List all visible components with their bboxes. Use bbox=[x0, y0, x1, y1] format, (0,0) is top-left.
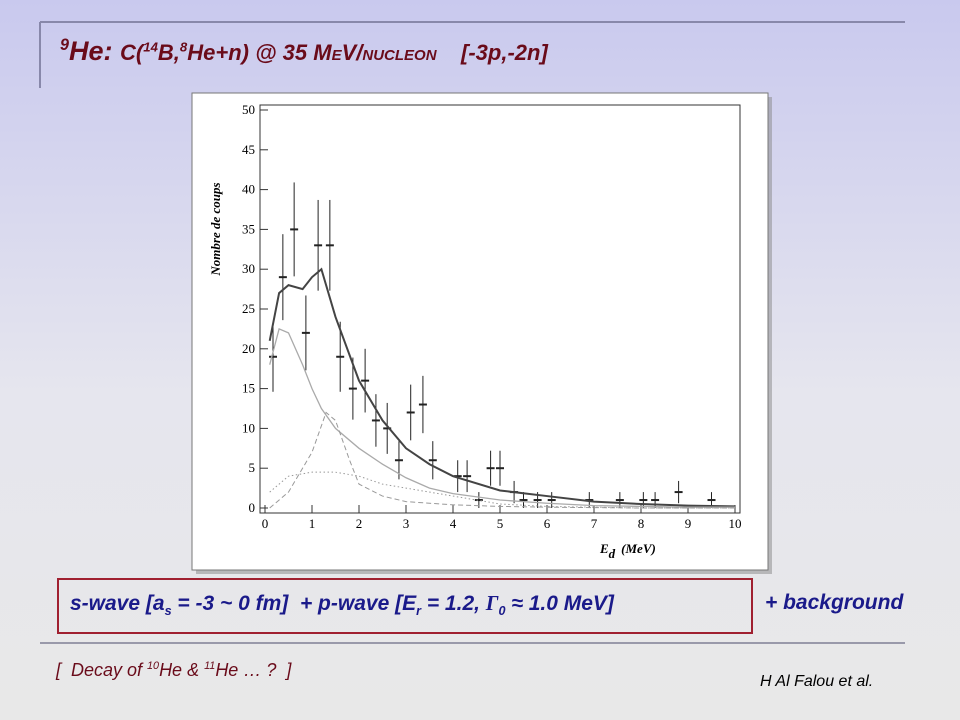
text: He: bbox=[69, 36, 121, 66]
text: He+n) @ 35 bbox=[187, 40, 314, 65]
text: r bbox=[416, 604, 421, 619]
x-tick-label: 5 bbox=[497, 516, 504, 531]
title: 9He: C(14B,8He+n) @ 35 MeV/nucleon [-3p,… bbox=[60, 36, 548, 67]
y-tick-label: 25 bbox=[242, 301, 255, 316]
text: [-3p,-2n] bbox=[461, 40, 548, 65]
x-tick-label: 2 bbox=[356, 516, 363, 531]
y-tick-label: 35 bbox=[242, 221, 255, 236]
text: Γ bbox=[485, 591, 499, 615]
x-tick-label: 3 bbox=[403, 516, 410, 531]
x-tick-label: 9 bbox=[685, 516, 692, 531]
text: 14 bbox=[143, 39, 158, 55]
x-tick-label: 8 bbox=[638, 516, 645, 531]
text: 10 bbox=[147, 660, 160, 672]
x-tick-label: 7 bbox=[591, 516, 598, 531]
y-tick-label: 30 bbox=[242, 261, 255, 276]
text: [ Decay of bbox=[56, 660, 148, 680]
model-text: s-wave [as = -3 ~ 0 fm] + p-wave [Er = 1… bbox=[70, 591, 614, 618]
x-tick-label: 0 bbox=[262, 516, 269, 531]
model-box bbox=[57, 578, 753, 634]
model-curve bbox=[269, 328, 735, 508]
text: 8 bbox=[179, 39, 188, 55]
text: s bbox=[164, 604, 172, 619]
y-tick-label: 20 bbox=[242, 341, 255, 356]
author: H Al Falou et al. bbox=[760, 673, 874, 690]
y-axis-label: Nombre de coups bbox=[208, 182, 223, 276]
y-tick-label: 15 bbox=[242, 381, 255, 396]
text: = 1.2, bbox=[421, 592, 486, 615]
text: ≈ 1.0 MeV] bbox=[505, 592, 614, 615]
y-tick-label: 40 bbox=[242, 182, 255, 197]
x-tick-label: 4 bbox=[450, 516, 457, 531]
text: B, bbox=[157, 40, 180, 65]
x-tick-label: 1 bbox=[309, 516, 316, 531]
y-tick-label: 10 bbox=[242, 420, 255, 435]
text: = -3 ~ 0 fm] + p-wave [E bbox=[171, 592, 417, 615]
y-tick-label: 0 bbox=[249, 500, 256, 515]
x-axis-label-unit: (MeV) bbox=[621, 541, 656, 556]
x-axis-label-sub: d bbox=[609, 546, 616, 561]
text: 0 bbox=[498, 604, 506, 619]
x-tick-label: 6 bbox=[544, 516, 551, 531]
text: MeV/nucleon bbox=[313, 40, 437, 65]
text: 11 bbox=[204, 660, 216, 672]
background-note: + background bbox=[765, 591, 904, 614]
text: He … ? ] bbox=[215, 660, 292, 680]
x-axis-label-var: E bbox=[599, 541, 609, 556]
y-tick-label: 45 bbox=[242, 142, 255, 157]
model-curve bbox=[268, 267, 736, 508]
text: C( bbox=[120, 40, 144, 65]
footer: [ Decay of 10He & 11He … ? ] bbox=[56, 660, 291, 681]
x-axis-label: Ed (MeV) bbox=[599, 541, 656, 561]
model-curve bbox=[269, 471, 735, 509]
y-tick-label: 50 bbox=[242, 102, 255, 117]
text: He & bbox=[159, 660, 205, 680]
text: s-wave [a bbox=[70, 592, 165, 615]
text: 9 bbox=[60, 36, 70, 54]
y-tick-label: 5 bbox=[249, 460, 256, 475]
x-tick-label: 10 bbox=[729, 516, 742, 531]
model-curve bbox=[269, 411, 735, 509]
